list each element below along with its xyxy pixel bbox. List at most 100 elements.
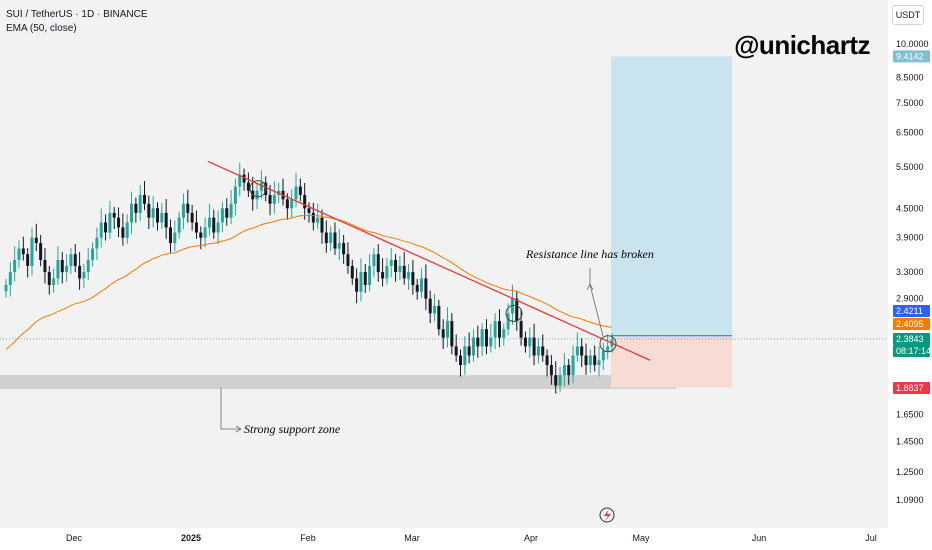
support-arrowhead xyxy=(235,425,242,433)
candle-body xyxy=(82,272,86,279)
candle-body xyxy=(528,337,532,347)
currency-unit-button[interactable]: USDT xyxy=(892,5,924,25)
candle-body xyxy=(181,203,185,218)
watermark-text: @unichartz xyxy=(734,30,870,60)
candle-body xyxy=(420,278,424,292)
y-tick-label: 10.0000 xyxy=(896,39,929,49)
price-axis[interactable] xyxy=(888,0,932,550)
candle-body xyxy=(238,174,242,187)
candle-body xyxy=(606,346,610,351)
candle-body xyxy=(368,265,372,285)
candle-body xyxy=(65,265,69,273)
candle-body xyxy=(268,195,272,204)
symbol-title[interactable]: SUI / TetherUS · 1D · BINANCE xyxy=(6,9,148,20)
candle-body xyxy=(372,254,376,266)
candle-body xyxy=(99,222,103,238)
candle-body xyxy=(502,329,506,338)
candle-body xyxy=(411,272,415,285)
candle-body xyxy=(523,337,527,347)
candle-body xyxy=(562,365,566,376)
candle-body xyxy=(536,346,540,356)
candle-body xyxy=(242,174,246,183)
candle-body xyxy=(190,212,194,223)
candle-body xyxy=(4,284,8,292)
candle-body xyxy=(52,278,56,285)
candle-body xyxy=(151,208,155,218)
candle-body xyxy=(376,254,380,273)
candle-body xyxy=(21,248,25,255)
candle-body xyxy=(216,222,220,233)
candle-body xyxy=(212,217,216,233)
candle-body xyxy=(515,298,519,322)
candle-body xyxy=(532,337,536,356)
candle-body xyxy=(117,217,121,228)
candle-body xyxy=(246,182,250,191)
candle-body xyxy=(203,227,207,238)
x-tick-label: Feb xyxy=(300,533,316,543)
ema-line xyxy=(5,214,613,350)
candle-body xyxy=(233,186,237,204)
price-tag-label: 9.4142 xyxy=(896,51,924,61)
x-tick-label: Jun xyxy=(752,533,767,543)
candle-body xyxy=(398,265,402,273)
touch-circle xyxy=(249,180,267,198)
candle-body xyxy=(541,346,545,356)
x-tick-label: 2025 xyxy=(181,533,201,543)
candle-body xyxy=(446,321,450,338)
candle-body xyxy=(359,272,363,292)
candle-body xyxy=(194,222,198,233)
candle-body xyxy=(320,217,324,233)
candle-body xyxy=(545,355,549,366)
price-tag xyxy=(893,382,930,394)
candle-body xyxy=(303,195,307,209)
y-tick-label: 7.5000 xyxy=(896,98,924,108)
candle-body xyxy=(567,365,571,376)
price-tag xyxy=(893,345,930,357)
candle-body xyxy=(381,272,385,279)
candle-body xyxy=(549,365,553,376)
candle-body xyxy=(164,212,168,228)
price-tag-label: 2.3843 xyxy=(896,334,924,344)
candle-body xyxy=(147,203,151,218)
time-axis[interactable] xyxy=(0,528,888,550)
x-tick-label: May xyxy=(632,533,650,543)
lightning-icon[interactable] xyxy=(599,507,615,523)
candle-body xyxy=(225,208,229,218)
candle-body xyxy=(134,203,138,213)
y-tick-label: 1.2500 xyxy=(896,467,924,477)
candle-body xyxy=(125,222,129,238)
candle-body xyxy=(355,278,359,292)
candle-body xyxy=(56,259,60,279)
candle-body xyxy=(575,346,579,356)
candle-body xyxy=(186,203,190,213)
indicator-label[interactable]: EMA (50, close) xyxy=(6,23,77,34)
candle-body xyxy=(402,265,406,279)
candle-body xyxy=(316,217,320,223)
candle-body xyxy=(459,355,462,366)
candle-body xyxy=(177,217,181,233)
chart-plot-area[interactable] xyxy=(0,0,888,528)
candle-body xyxy=(60,259,64,273)
candle-body xyxy=(73,254,77,266)
candle-body xyxy=(17,248,21,260)
candle-body xyxy=(476,337,480,347)
candle-body xyxy=(346,254,350,266)
candle-body xyxy=(463,346,467,366)
price-tag-label: 1.8837 xyxy=(896,383,924,393)
candle-body xyxy=(108,212,112,233)
candle-body xyxy=(272,195,276,204)
candle-body xyxy=(588,355,592,366)
candle-body xyxy=(493,321,497,338)
candle-body xyxy=(450,321,454,347)
y-tick-label: 5.5000 xyxy=(896,162,924,172)
candle-body xyxy=(441,329,445,338)
candle-body xyxy=(437,305,441,330)
candle-body xyxy=(43,259,47,273)
candle-body xyxy=(415,284,419,292)
candle-body xyxy=(519,321,523,338)
touch-circle xyxy=(599,335,617,353)
price-tag xyxy=(893,50,930,63)
candle-body xyxy=(389,259,393,266)
candle-body xyxy=(13,259,17,273)
